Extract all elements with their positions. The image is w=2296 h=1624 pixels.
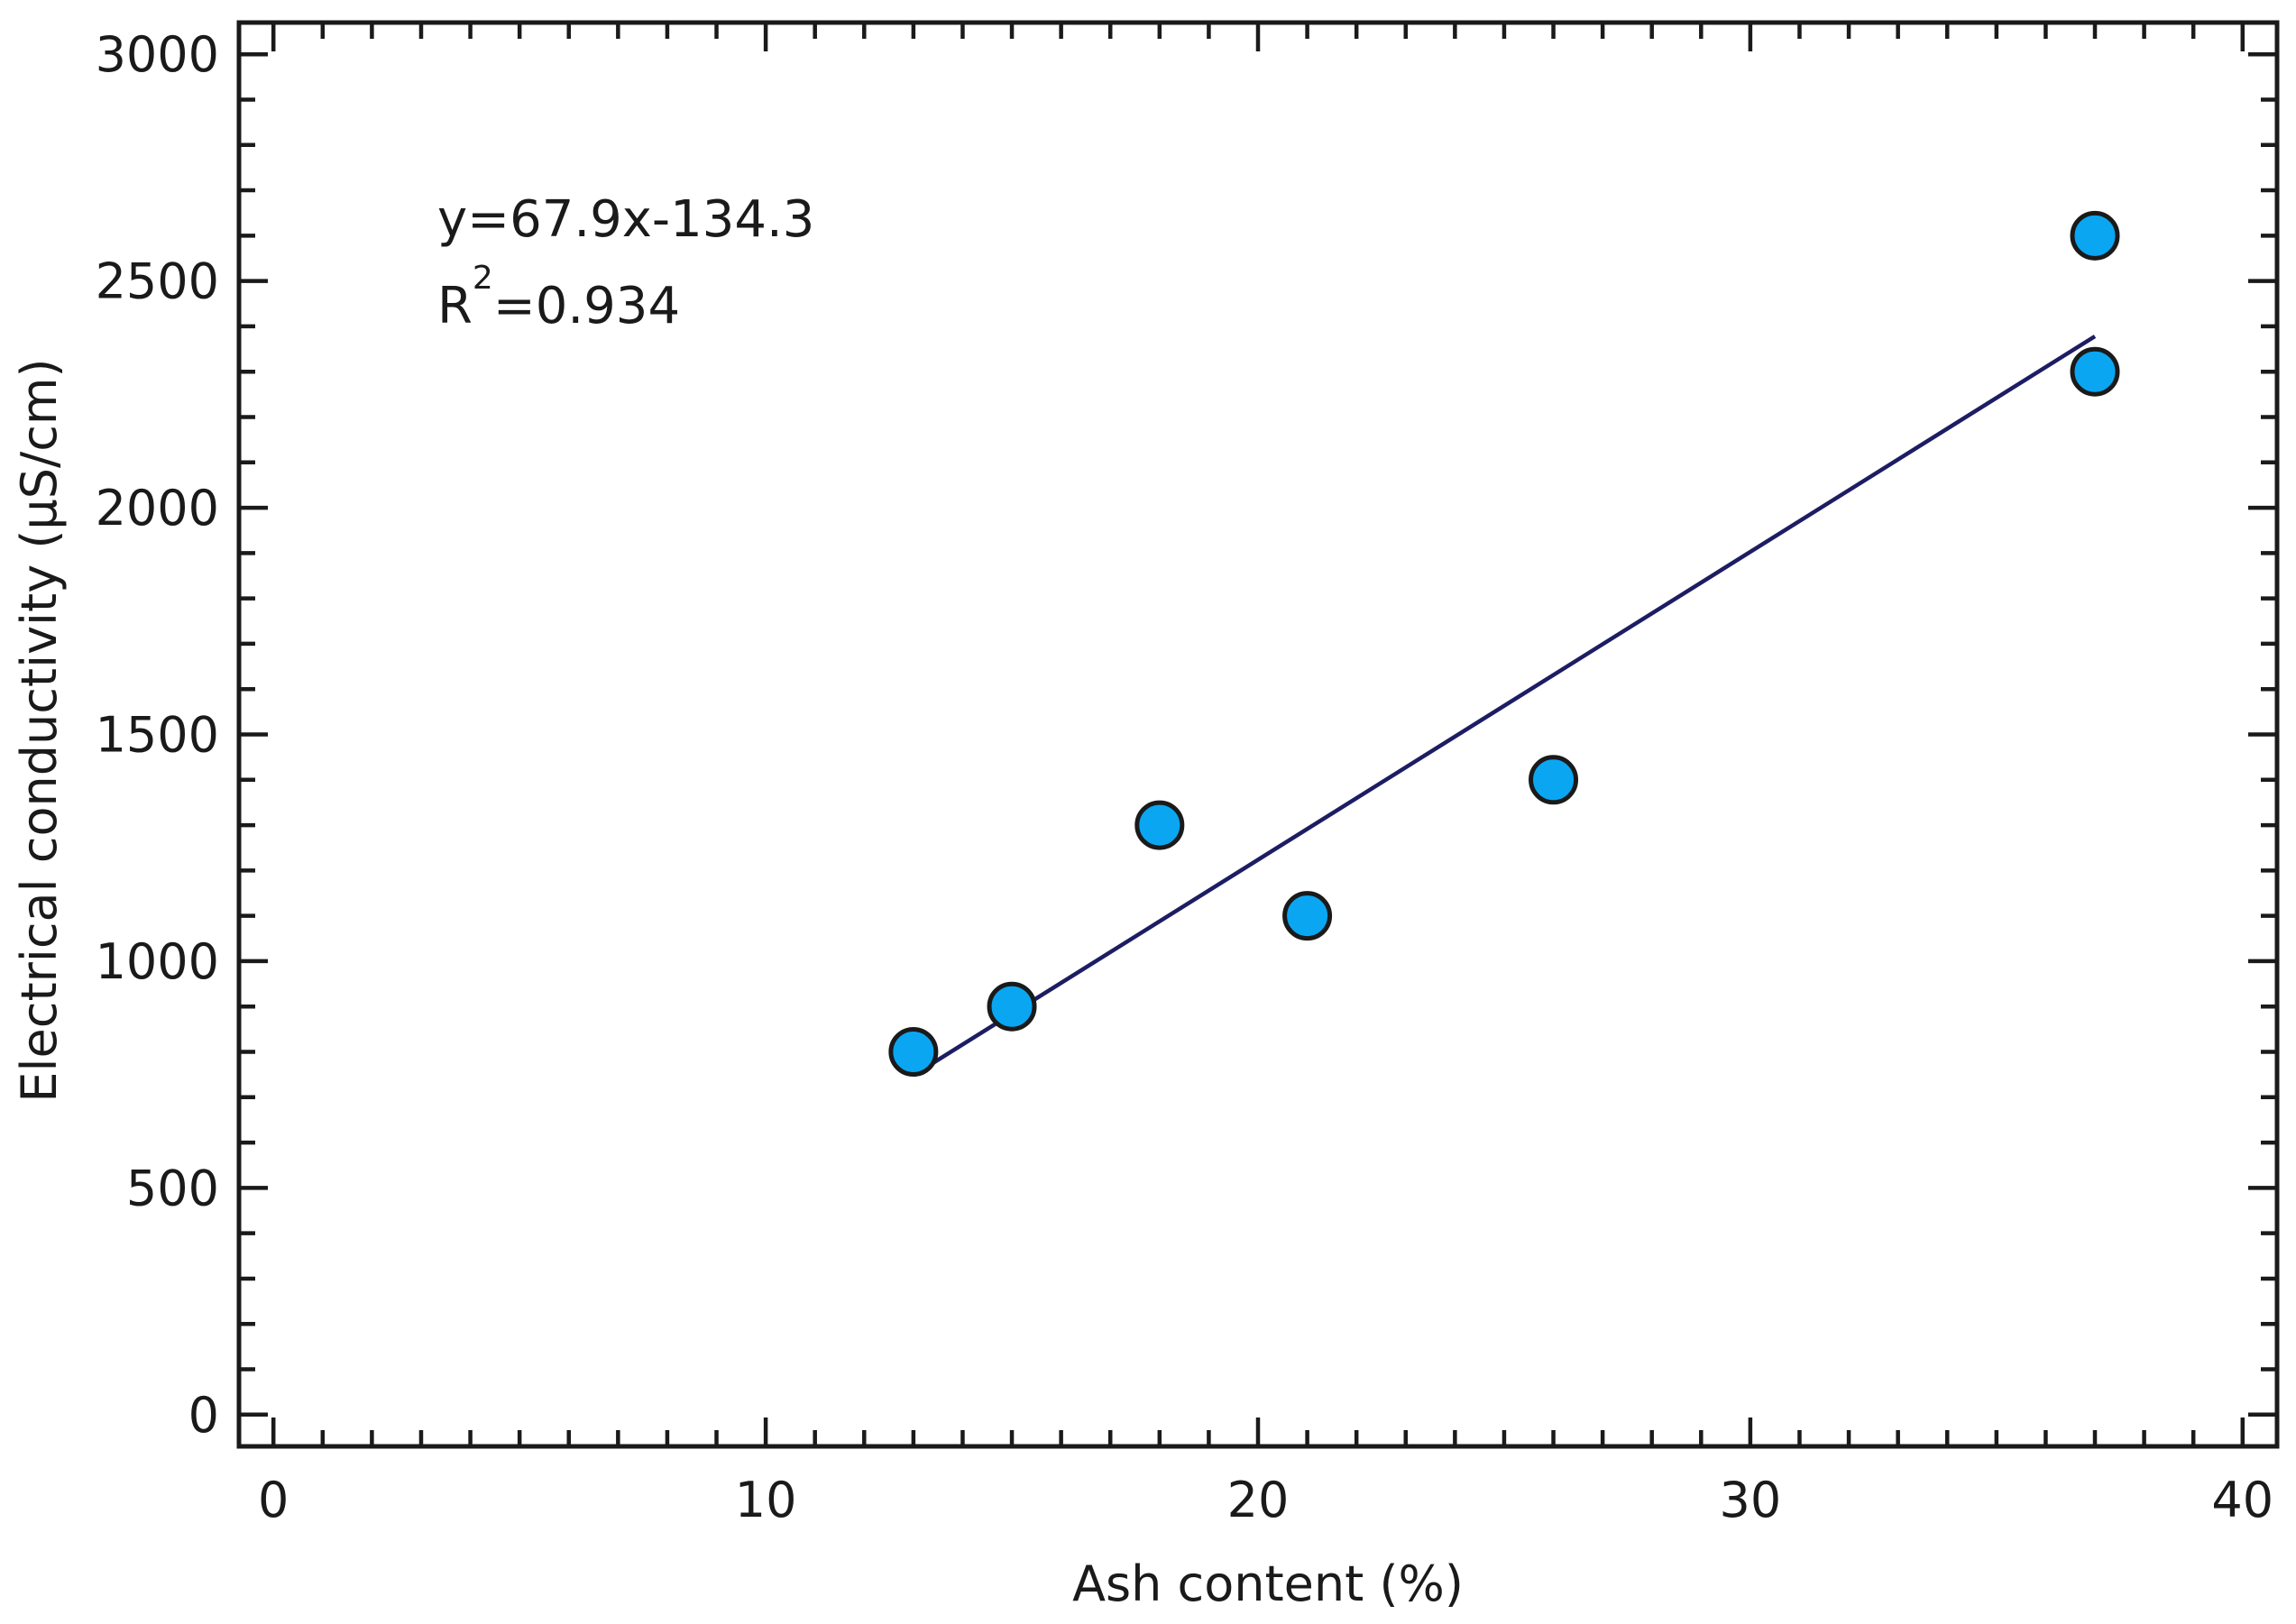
data-point xyxy=(987,981,1037,1032)
y-tick-label: 2500 xyxy=(96,253,219,310)
y-tick-label: 500 xyxy=(126,1160,219,1216)
data-point xyxy=(2070,210,2120,261)
x-axis-title: Ash content (%) xyxy=(1072,1555,1464,1612)
axis-ticks xyxy=(239,23,2277,1446)
data-point xyxy=(1529,755,1579,805)
fit-line-layer xyxy=(932,335,2097,1065)
data-point xyxy=(1282,891,1333,941)
data-points xyxy=(888,210,2120,1078)
x-tick-label: 30 xyxy=(1720,1472,1782,1528)
data-point xyxy=(1134,800,1185,850)
tick-labels: 0 10 20 30 40 0 500 1000 1500 2000 2500 3000 xyxy=(96,26,2274,1528)
x-tick-label: 40 xyxy=(2211,1472,2273,1528)
r-squared-value: =0.934 xyxy=(493,277,680,335)
y-tick-label: 1000 xyxy=(96,933,219,990)
x-tick-label: 20 xyxy=(1227,1472,1290,1528)
regression-line xyxy=(932,335,2097,1065)
y-tick-label: 0 xyxy=(188,1387,219,1444)
r-squared-superscript: 2 xyxy=(473,260,493,297)
r-squared-label: R2=0.934 xyxy=(437,260,680,335)
y-axis-title: Electrical conductivity (µS/cm) xyxy=(11,358,68,1102)
y-tick-label: 2000 xyxy=(96,480,219,537)
r-squared-r: R xyxy=(437,277,473,335)
x-tick-label: 0 xyxy=(258,1472,289,1528)
y-tick-label: 1500 xyxy=(96,707,219,764)
regression-equation: y=67.9x-134.3 xyxy=(437,190,814,249)
data-point xyxy=(2070,346,2120,397)
x-tick-label: 10 xyxy=(735,1472,797,1528)
data-point xyxy=(888,1027,939,1078)
y-tick-label: 3000 xyxy=(96,26,219,83)
